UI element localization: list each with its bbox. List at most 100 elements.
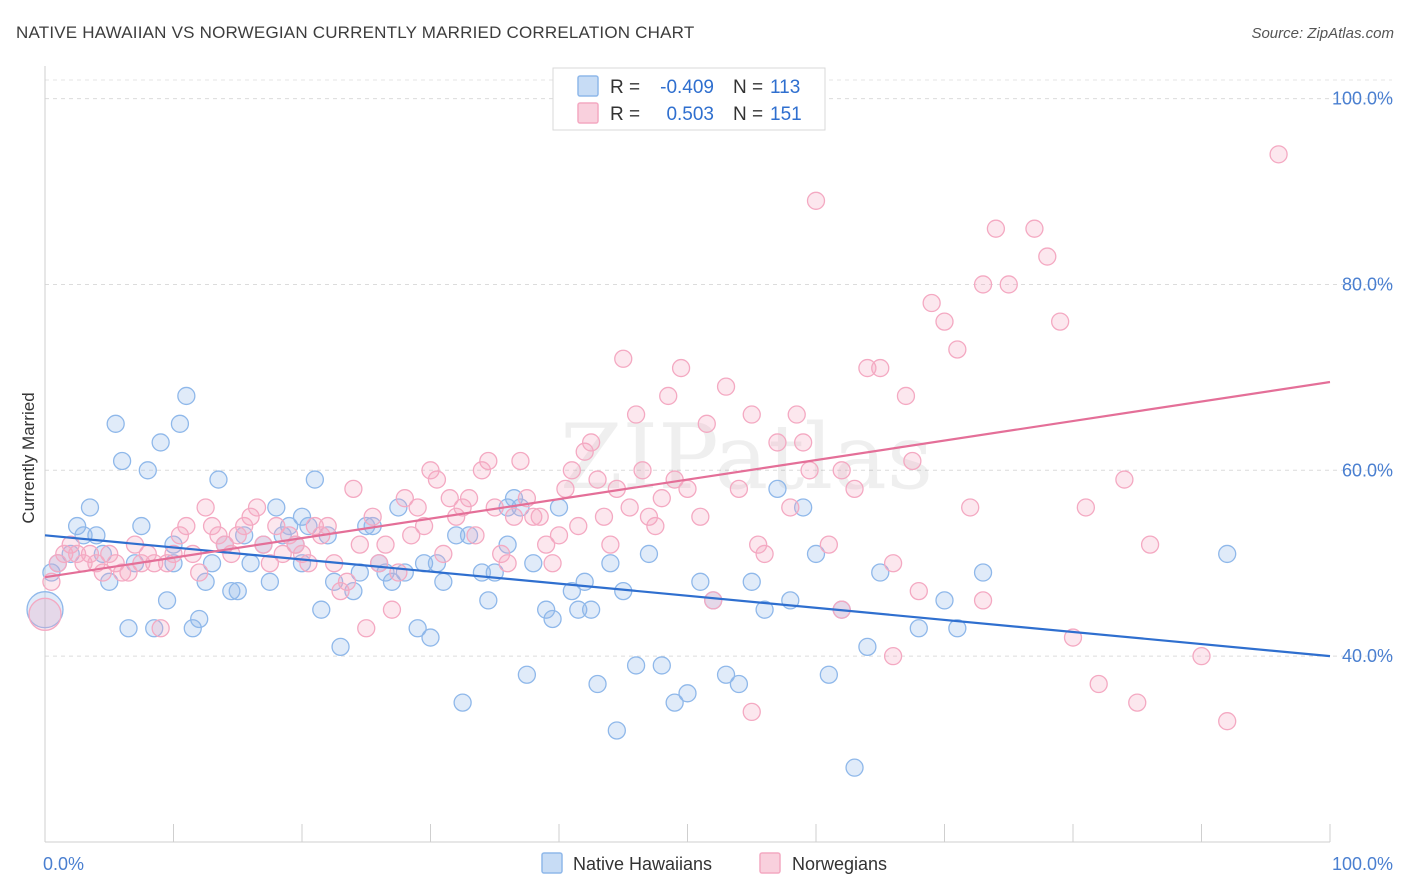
norwegian-point-135: [1089, 674, 1108, 694]
norwegian-point-80: [556, 479, 575, 499]
native-hawaiian-point-88: [729, 674, 749, 694]
norwegian-point-96: [659, 386, 678, 406]
norwegian-point-118: [871, 358, 890, 378]
norwegian-point-17: [151, 619, 170, 638]
norwegian-point-114: [819, 535, 838, 554]
norwegian-point-87: [601, 535, 620, 554]
norwegian-point-11: [112, 563, 132, 582]
norwegian-point-112: [800, 461, 819, 480]
native-hawaiian-point-24: [202, 554, 222, 573]
native-hawaiian-point-91: [768, 479, 787, 499]
norwegian-point-84: [581, 433, 601, 452]
native-hawaiian-point-85: [691, 572, 710, 591]
norwegian-point-26: [209, 526, 228, 545]
legend-swatch-norwegian: [577, 102, 599, 124]
norwegian-point-123: [922, 293, 941, 313]
native-hawaiian-point-40: [312, 600, 331, 619]
y-tick-label-1: 60.0%: [1342, 460, 1393, 480]
norwegian-point-102: [704, 591, 723, 610]
native-hawaiian-point-57: [434, 572, 453, 591]
norwegian-point-111: [794, 433, 813, 452]
norwegian-point-89: [614, 349, 633, 368]
norwegian-point-86: [594, 507, 614, 526]
native-hawaiian-point-37: [292, 507, 312, 526]
norwegian-point-90: [620, 498, 639, 517]
norwegian-point-101: [697, 414, 716, 433]
norwegian-point-110: [787, 405, 806, 424]
norwegian-point-40: [299, 554, 318, 573]
native-hawaiian-point-28: [228, 581, 247, 601]
norwegian-point-25: [202, 516, 222, 536]
norwegian-point-127: [973, 275, 993, 294]
native-hawaiian-point-53: [408, 619, 427, 638]
norwegian-point-81: [562, 461, 581, 480]
norwegian-point-30: [235, 516, 254, 536]
norwegian-point-85: [588, 470, 607, 489]
native-hawaiian-point-8: [100, 572, 119, 591]
native-hawaiian-point-17: [157, 591, 177, 610]
norwegian-point-116: [845, 479, 864, 499]
norwegian-point-131: [1038, 247, 1057, 266]
norwegian-point-57: [408, 498, 427, 517]
native-hawaiian-point-33: [267, 498, 286, 517]
trend-lines: [44, 380, 1331, 658]
native-hawaiian-point-9: [106, 414, 125, 433]
norwegian-point-121: [903, 451, 922, 471]
native-hawaiian-point-99: [871, 563, 890, 582]
y-tick-label-3: 100.0%: [1332, 89, 1393, 109]
native-hawaiian-point-3: [67, 516, 87, 536]
y-tick-labels: 40.0% 60.0% 80.0% 100.0%: [1332, 89, 1393, 667]
norwegian-point-4: [67, 544, 87, 564]
native-hawaiian-point-84: [678, 684, 697, 703]
native-hawaiian-point-62: [479, 591, 498, 610]
norwegian-point-20: [170, 526, 190, 545]
norwegian-point-92: [633, 461, 652, 480]
legend-native-r-value: -0.409: [660, 77, 714, 98]
norwegian-point-145: [883, 646, 903, 666]
native-hawaiian-point-103: [973, 563, 993, 582]
norwegian-point-64: [453, 498, 472, 517]
norwegian-point-119: [883, 554, 903, 573]
native-hawaiian-point-22: [190, 609, 209, 629]
norwegian-point-107: [755, 544, 774, 564]
native-hawaiian-point-58: [447, 526, 466, 545]
norwegian-point-cluster: [28, 597, 62, 631]
native-hawaiian-point-105: [498, 535, 517, 554]
norwegian-point-67: [472, 461, 492, 480]
norwegian-point-142: [742, 702, 761, 722]
norwegian-point-50: [363, 507, 382, 526]
norwegian-point-144: [973, 591, 993, 610]
native-hawaiian-point-67: [517, 665, 537, 684]
native-hawaiian-point-29: [235, 526, 254, 545]
native-hawaiian-point-100: [909, 619, 928, 638]
norwegian-point-140: [1218, 712, 1237, 731]
norwegian-point-113: [806, 191, 826, 210]
norwegian-point-49: [357, 619, 376, 638]
native-hawaiian-point-19: [170, 414, 190, 433]
norwegian-point-60: [427, 470, 447, 489]
norwegian-point-66: [466, 526, 485, 545]
norwegian-point-72: [504, 507, 524, 526]
native-hawaiian-point-16: [151, 433, 170, 452]
native-hawaiian-point-43: [331, 637, 350, 657]
legend-norwegian-n-label: N =: [733, 104, 763, 125]
axes: [44, 66, 1331, 843]
norwegian-point-141: [1269, 145, 1288, 164]
native-hawaiian-point-78: [607, 721, 626, 740]
norwegian-point-21: [177, 516, 196, 536]
norwegian-point-41: [305, 516, 325, 536]
native-hawaiian-point-35: [279, 516, 299, 536]
norwegian-point-100: [691, 507, 710, 526]
norwegian-point-122: [909, 581, 928, 601]
legend-box: R = -0.409 N = 113 R = 0.503 N = 151: [552, 67, 826, 131]
native-hawaiian-point-76: [588, 674, 607, 694]
native-hawaiian-point-102: [948, 619, 967, 638]
norwegian-point-79: [549, 526, 569, 545]
norwegian-point-137: [1128, 693, 1147, 712]
norwegian-point-105: [742, 405, 761, 424]
norwegian-point-9: [100, 544, 119, 564]
native-hawaiian-point-72: [562, 581, 581, 601]
native-hawaiian-point-55: [421, 628, 440, 647]
native-hawaiian-point-23: [196, 572, 215, 591]
native-hawaiian-point-68: [524, 554, 543, 573]
